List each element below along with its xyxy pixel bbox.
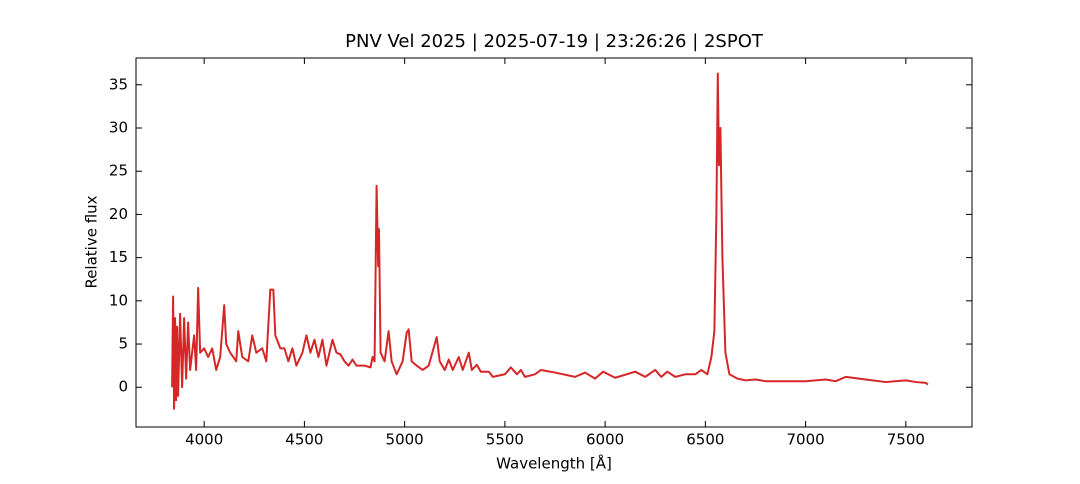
x-tick-label: 6500 (686, 431, 724, 449)
x-axis-label: Wavelength [Å] (496, 454, 612, 473)
x-tick-label: 5000 (386, 431, 424, 449)
x-tick-label: 4500 (285, 431, 323, 449)
y-tick-label: 15 (109, 248, 128, 266)
x-tick-label: 5500 (486, 431, 524, 449)
y-axis-label: Relative flux (83, 195, 101, 288)
y-tick-label: 25 (109, 162, 128, 180)
y-tick-label: 30 (109, 118, 128, 136)
y-tick-label: 0 (118, 378, 128, 396)
plot-frame (135, 57, 973, 428)
y-tick-label: 35 (109, 75, 128, 93)
x-tick-label: 7500 (887, 431, 925, 449)
y-tick-label: 10 (109, 291, 128, 309)
x-tick-label: 7000 (787, 431, 825, 449)
y-tick-label: 5 (118, 335, 128, 353)
spectrum-line (171, 72, 929, 410)
y-tick-label: 20 (109, 205, 128, 223)
x-tick-label: 6000 (586, 431, 624, 449)
x-tick-label: 4000 (185, 431, 223, 449)
chart-title: PNV Vel 2025 | 2025-07-19 | 23:26:26 | 2… (345, 31, 764, 52)
